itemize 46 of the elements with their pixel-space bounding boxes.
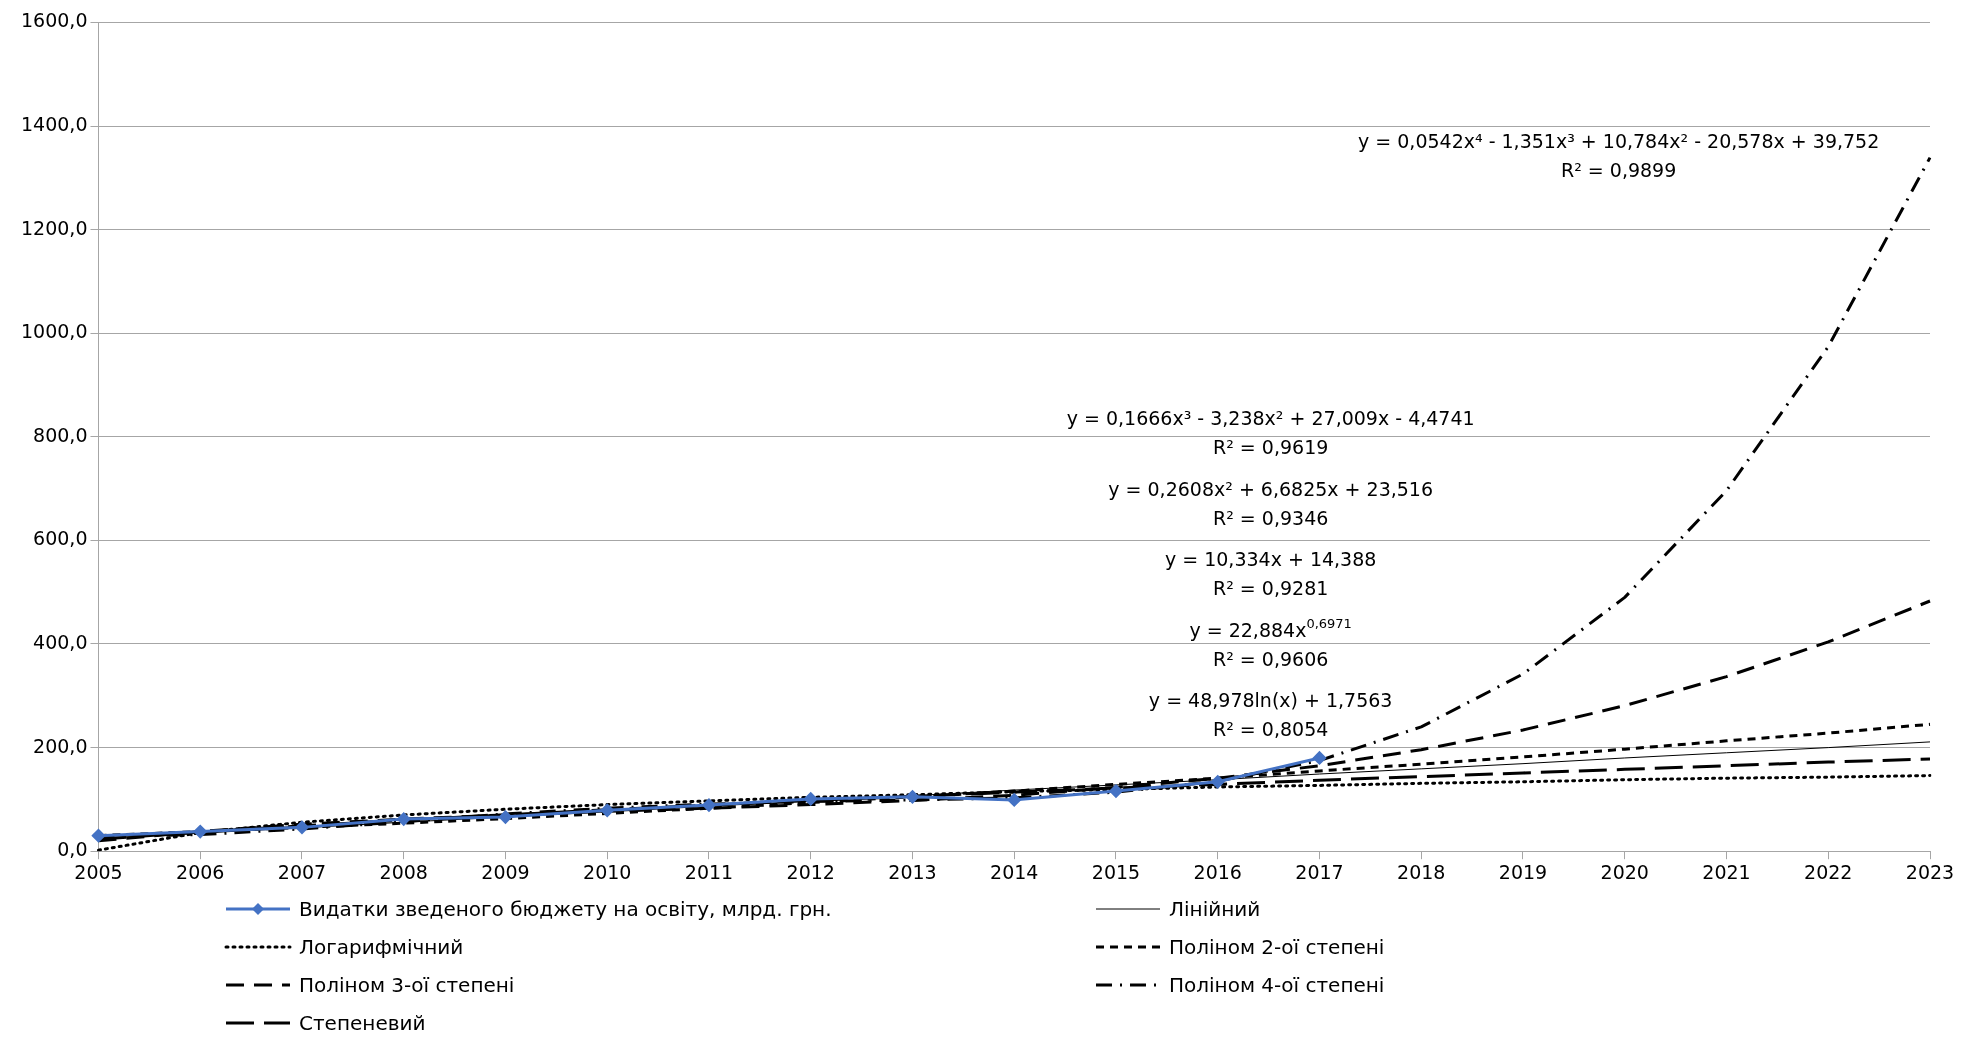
legend-label: Поліном 4-ої степені bbox=[1169, 973, 1385, 997]
annotation: y = 10,334x + 14,388 bbox=[1164, 548, 1377, 571]
x-tick-label: 2011 bbox=[684, 860, 734, 883]
legend-label: Степеневий bbox=[299, 1011, 426, 1035]
annotation: R² = 0,8054 bbox=[1213, 717, 1329, 740]
y-tick-label: 600,0 bbox=[33, 527, 88, 550]
x-tick-label: 2016 bbox=[1193, 860, 1242, 883]
x-tick-label: 2022 bbox=[1804, 860, 1853, 883]
y-tick-label: 200,0 bbox=[33, 734, 88, 757]
x-tick-label: 2010 bbox=[583, 860, 632, 883]
x-tick-label: 2007 bbox=[277, 860, 327, 883]
legend-label: Лінійний bbox=[1169, 897, 1261, 921]
y-tick-label: 1000,0 bbox=[21, 320, 88, 343]
annotation: R² = 0,9619 bbox=[1213, 436, 1329, 459]
annotation: R² = 0,9281 bbox=[1213, 577, 1329, 600]
y-tick-label: 400,0 bbox=[33, 630, 88, 653]
annotation: y = 48,978ln(x) + 1,7563 bbox=[1148, 688, 1393, 711]
legend-label: Поліном 2-ої степені bbox=[1169, 935, 1385, 959]
annotation: y = 0,2608x² + 6,6825x + 23,516 bbox=[1108, 477, 1434, 500]
annotation: y = 0,1666x³ - 3,238x² + 27,009x - 4,4741 bbox=[1066, 407, 1475, 430]
x-tick-label: 2005 bbox=[74, 860, 123, 883]
x-tick-label: 2008 bbox=[379, 860, 428, 883]
y-tick-label: 0,0 bbox=[57, 838, 88, 861]
x-tick-label: 2023 bbox=[1905, 860, 1955, 883]
y-tick-label: 1600,0 bbox=[21, 9, 88, 32]
annotation: y = 0,0542x⁴ - 1,351x³ + 10,784x² - 20,578x + 39,752 bbox=[1358, 129, 1880, 152]
x-tick-label: 2015 bbox=[1091, 860, 1141, 883]
x-tick-label: 2014 bbox=[990, 860, 1039, 883]
x-tick-label: 2013 bbox=[888, 860, 937, 883]
annotation: R² = 0,9899 bbox=[1560, 158, 1677, 181]
x-tick-label: 2017 bbox=[1295, 860, 1344, 883]
legend-label: Поліном 3-ої степені bbox=[299, 973, 515, 997]
y-tick-label: 1200,0 bbox=[21, 216, 88, 239]
legend-label: Логарифмічний bbox=[299, 935, 464, 959]
x-tick-label: 2021 bbox=[1702, 860, 1751, 883]
x-tick-label: 2018 bbox=[1397, 860, 1446, 883]
x-tick-label: 2019 bbox=[1498, 860, 1548, 883]
y-tick-label: 1400,0 bbox=[21, 112, 88, 135]
annotation: R² = 0,9606 bbox=[1213, 647, 1329, 670]
x-tick-label: 2006 bbox=[176, 860, 225, 883]
y-tick-label: 800,0 bbox=[33, 423, 88, 446]
x-tick-label: 2009 bbox=[481, 860, 530, 883]
x-tick-label: 2020 bbox=[1600, 860, 1649, 883]
legend-label: Видатки зведеного бюджету на освіту, млрд. грн. bbox=[299, 897, 832, 921]
x-tick-label: 2012 bbox=[786, 860, 835, 883]
annotation: R² = 0,9346 bbox=[1213, 506, 1329, 529]
